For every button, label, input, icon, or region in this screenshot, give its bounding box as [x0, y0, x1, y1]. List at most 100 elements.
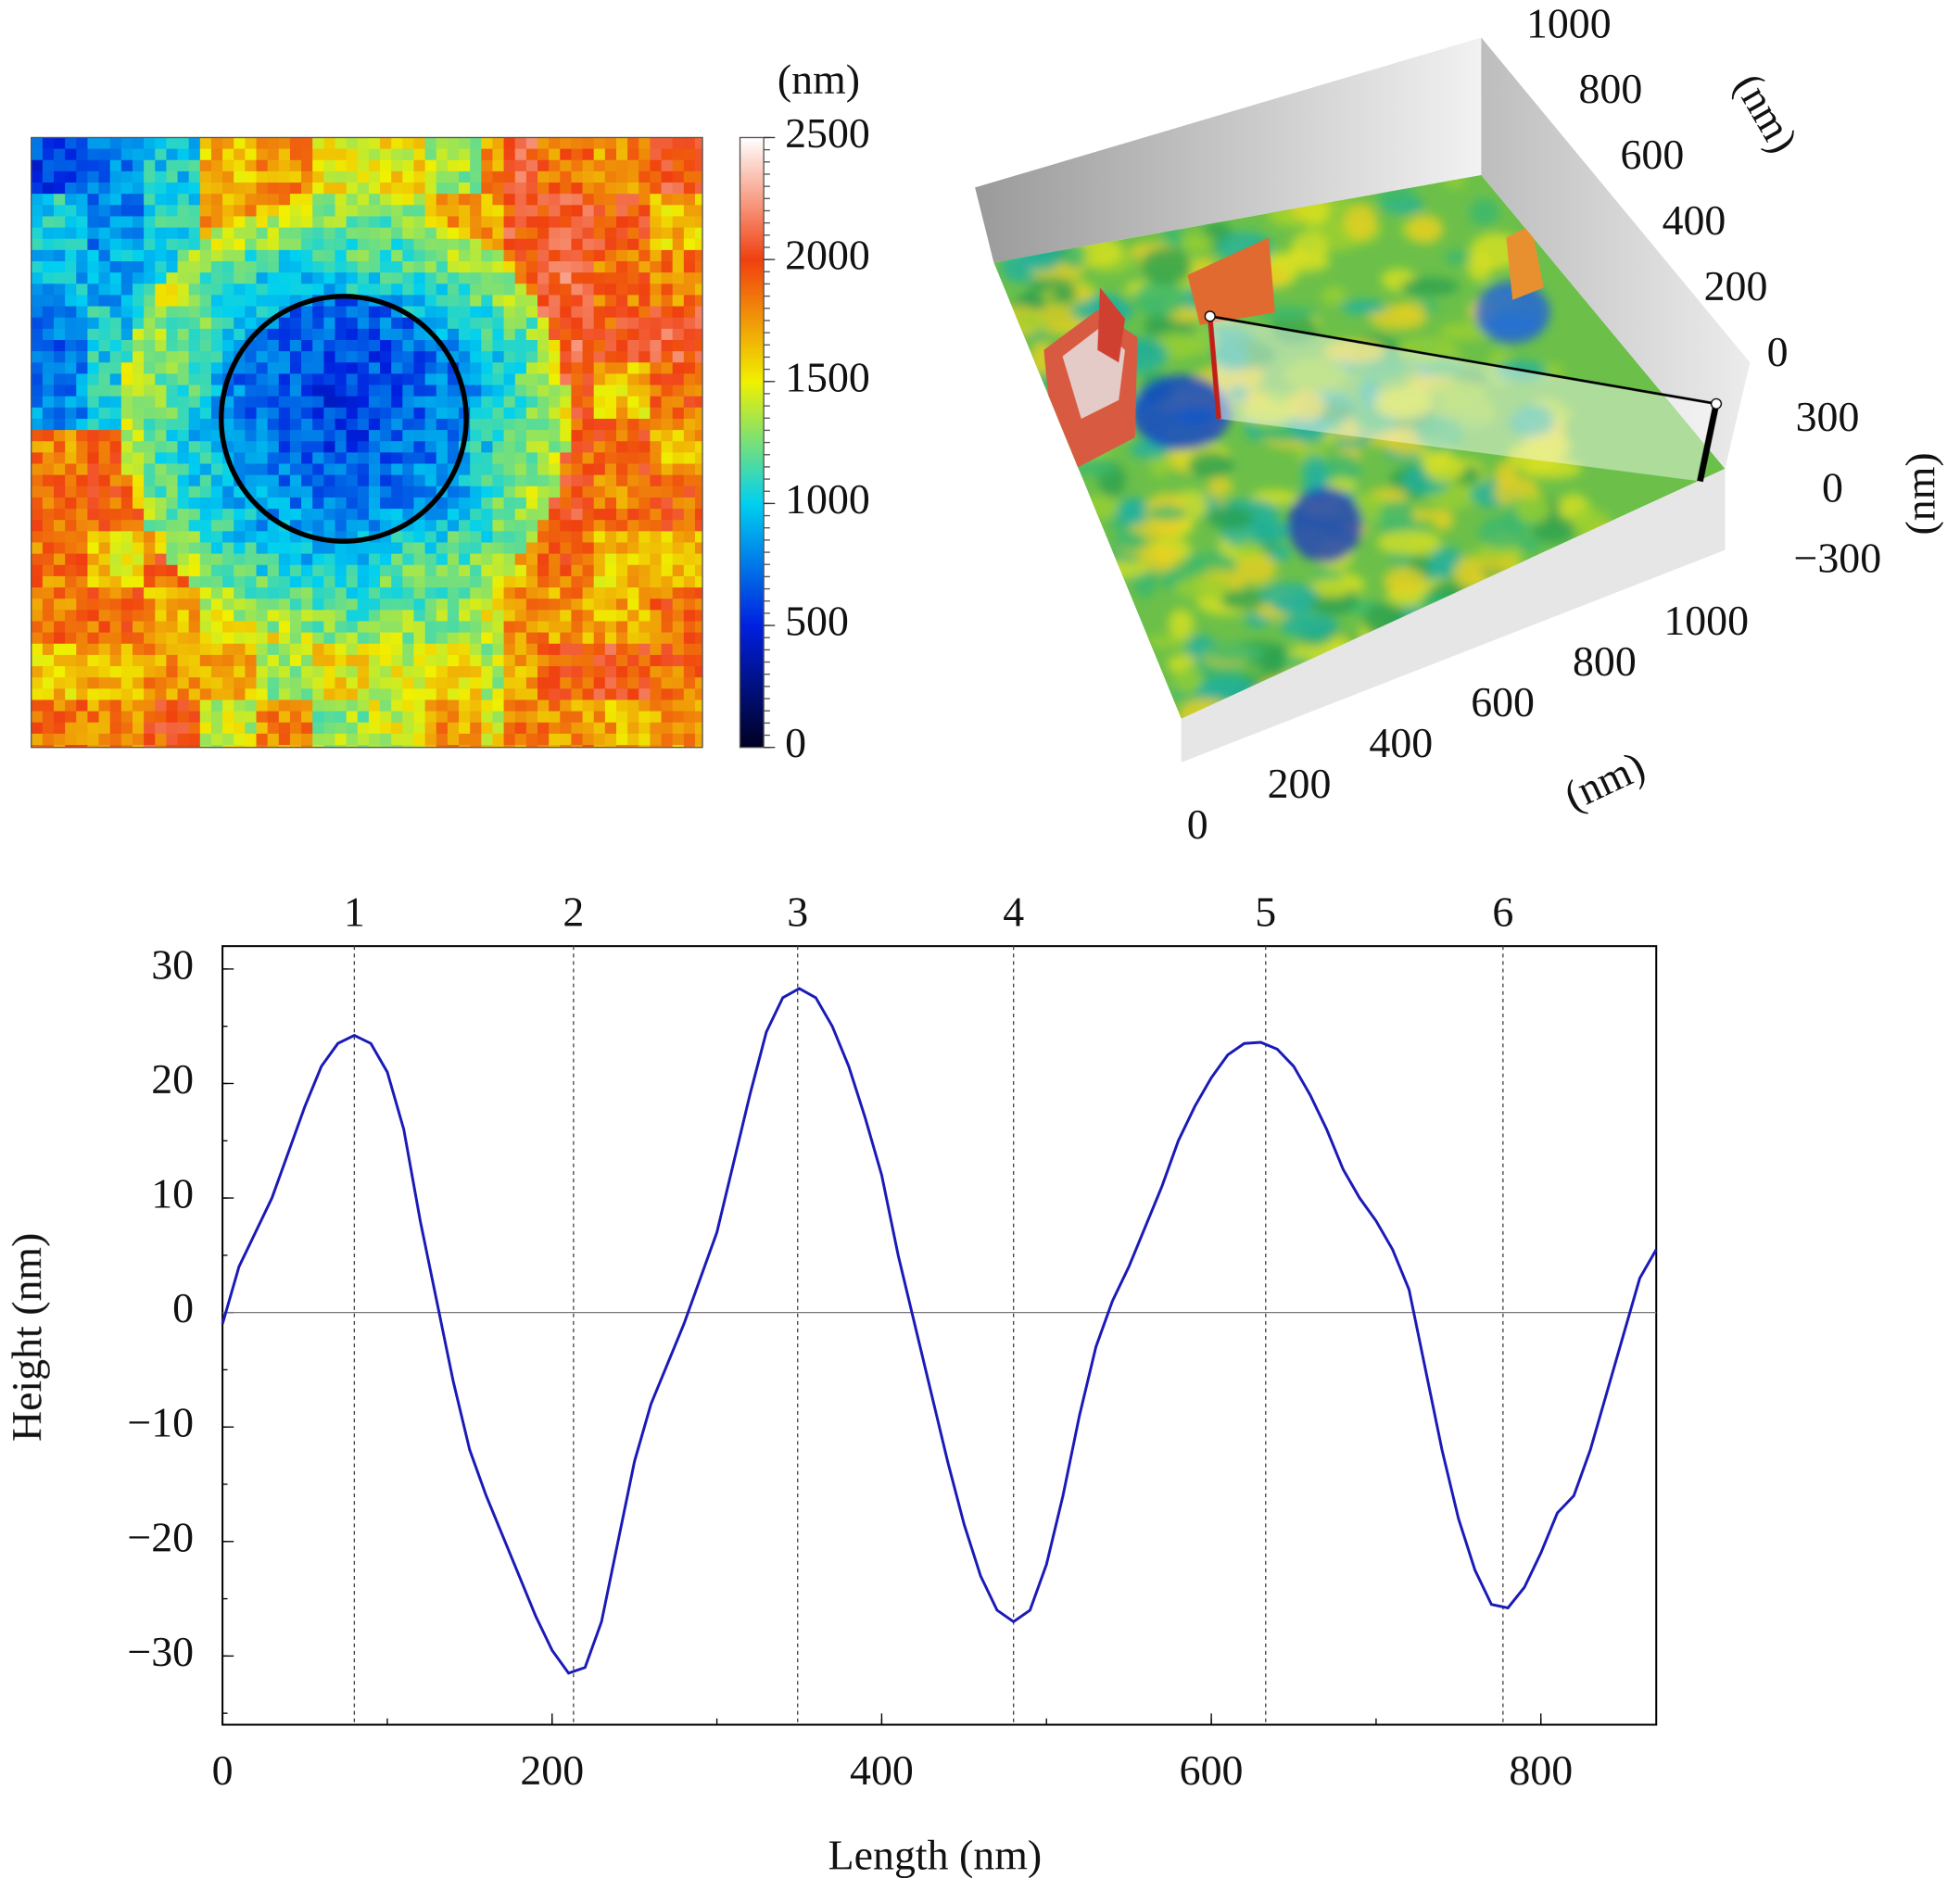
- image-pixel: [76, 238, 89, 251]
- image-pixel: [604, 159, 617, 172]
- image-pixel: [132, 553, 145, 566]
- image-pixel: [42, 531, 55, 544]
- image-pixel: [87, 205, 100, 218]
- image-pixel: [278, 485, 291, 498]
- image-pixel: [120, 441, 133, 454]
- image-pixel: [199, 306, 212, 319]
- image-pixel: [98, 396, 111, 409]
- image-pixel: [234, 643, 247, 656]
- image-pixel: [312, 474, 325, 487]
- image-pixel: [571, 542, 584, 555]
- image-pixel: [54, 317, 66, 330]
- image-pixel: [560, 688, 573, 701]
- image-pixel: [234, 564, 247, 577]
- image-pixel: [87, 542, 100, 555]
- image-pixel: [672, 418, 685, 431]
- image-pixel: [120, 148, 133, 161]
- image-pixel: [391, 272, 404, 284]
- image-pixel: [267, 700, 280, 712]
- image-pixel: [335, 261, 348, 273]
- image-pixel: [54, 711, 66, 724]
- image-pixel: [537, 463, 550, 476]
- image-pixel: [694, 463, 703, 476]
- image-pixel: [278, 621, 291, 634]
- image-pixel: [571, 474, 584, 487]
- image-pixel: [98, 587, 111, 599]
- image-pixel: [639, 418, 651, 431]
- image-pixel: [593, 654, 606, 667]
- y-tick-label: 1000: [1526, 0, 1612, 46]
- image-pixel: [54, 621, 66, 634]
- image-pixel: [683, 407, 696, 420]
- base: [1181, 468, 1726, 763]
- image-pixel: [357, 328, 370, 341]
- image-pixel: [301, 452, 313, 465]
- image-pixel: [492, 474, 505, 487]
- image-pixel: [234, 542, 247, 555]
- image-pixel: [514, 238, 527, 251]
- image-pixel: [582, 575, 595, 588]
- image-pixel: [278, 339, 291, 352]
- image-pixel: [144, 407, 156, 420]
- image-pixel: [582, 643, 595, 656]
- image-pixel: [278, 610, 291, 623]
- image-pixel: [694, 351, 703, 363]
- image-pixel: [278, 452, 291, 465]
- image-pixel: [650, 497, 663, 510]
- image-pixel: [278, 183, 291, 195]
- image-pixel: [87, 351, 100, 363]
- image-pixel: [514, 159, 527, 172]
- image-pixel: [459, 654, 471, 667]
- image-pixel: [459, 159, 471, 172]
- image-pixel: [132, 261, 145, 273]
- image-pixel: [459, 497, 471, 510]
- image-pixel: [402, 194, 415, 206]
- image-pixel: [177, 700, 190, 712]
- image-pixel: [188, 485, 201, 498]
- image-pixel: [402, 385, 415, 397]
- image-pixel: [525, 621, 538, 634]
- image-pixel: [537, 351, 550, 363]
- image-pixel: [267, 351, 280, 363]
- image-pixel: [650, 249, 663, 262]
- image-pixel: [357, 722, 370, 735]
- image-pixel: [256, 688, 269, 701]
- image-pixel: [436, 599, 449, 611]
- image-pixel: [188, 418, 201, 431]
- surface-bump: [1633, 827, 1667, 864]
- image-pixel: [615, 385, 628, 397]
- image-pixel: [199, 688, 212, 701]
- image-pixel: [245, 170, 258, 183]
- surface-bump: [1489, 737, 1523, 755]
- image-pixel: [424, 542, 437, 555]
- image-pixel: [571, 688, 584, 701]
- image-pixel: [694, 238, 703, 251]
- image-pixel: [301, 373, 313, 386]
- image-pixel: [188, 430, 201, 442]
- image-pixel: [87, 553, 100, 566]
- image-pixel: [537, 339, 550, 352]
- surface-bump: [1515, 494, 1551, 523]
- surface-bump: [1642, 737, 1675, 751]
- image-pixel: [166, 261, 179, 273]
- image-pixel: [267, 396, 280, 409]
- image-pixel: [245, 216, 258, 229]
- image-pixel: [245, 452, 258, 465]
- image-pixel: [380, 463, 392, 476]
- image-pixel: [98, 677, 111, 689]
- image-pixel: [459, 317, 471, 330]
- surface-bump: [1531, 514, 1575, 544]
- surface-peak: [1506, 224, 1544, 300]
- image-pixel: [166, 452, 179, 465]
- image-pixel: [368, 452, 381, 465]
- image-pixel: [537, 227, 550, 240]
- image-pixel: [188, 542, 201, 555]
- image-pixel: [492, 137, 505, 150]
- image-pixel: [492, 194, 505, 206]
- image-pixel: [54, 745, 66, 748]
- image-pixel: [537, 666, 550, 678]
- image-pixel: [199, 170, 212, 183]
- image-pixel: [413, 137, 426, 150]
- image-pixel: [514, 722, 527, 735]
- image-pixel: [391, 249, 404, 262]
